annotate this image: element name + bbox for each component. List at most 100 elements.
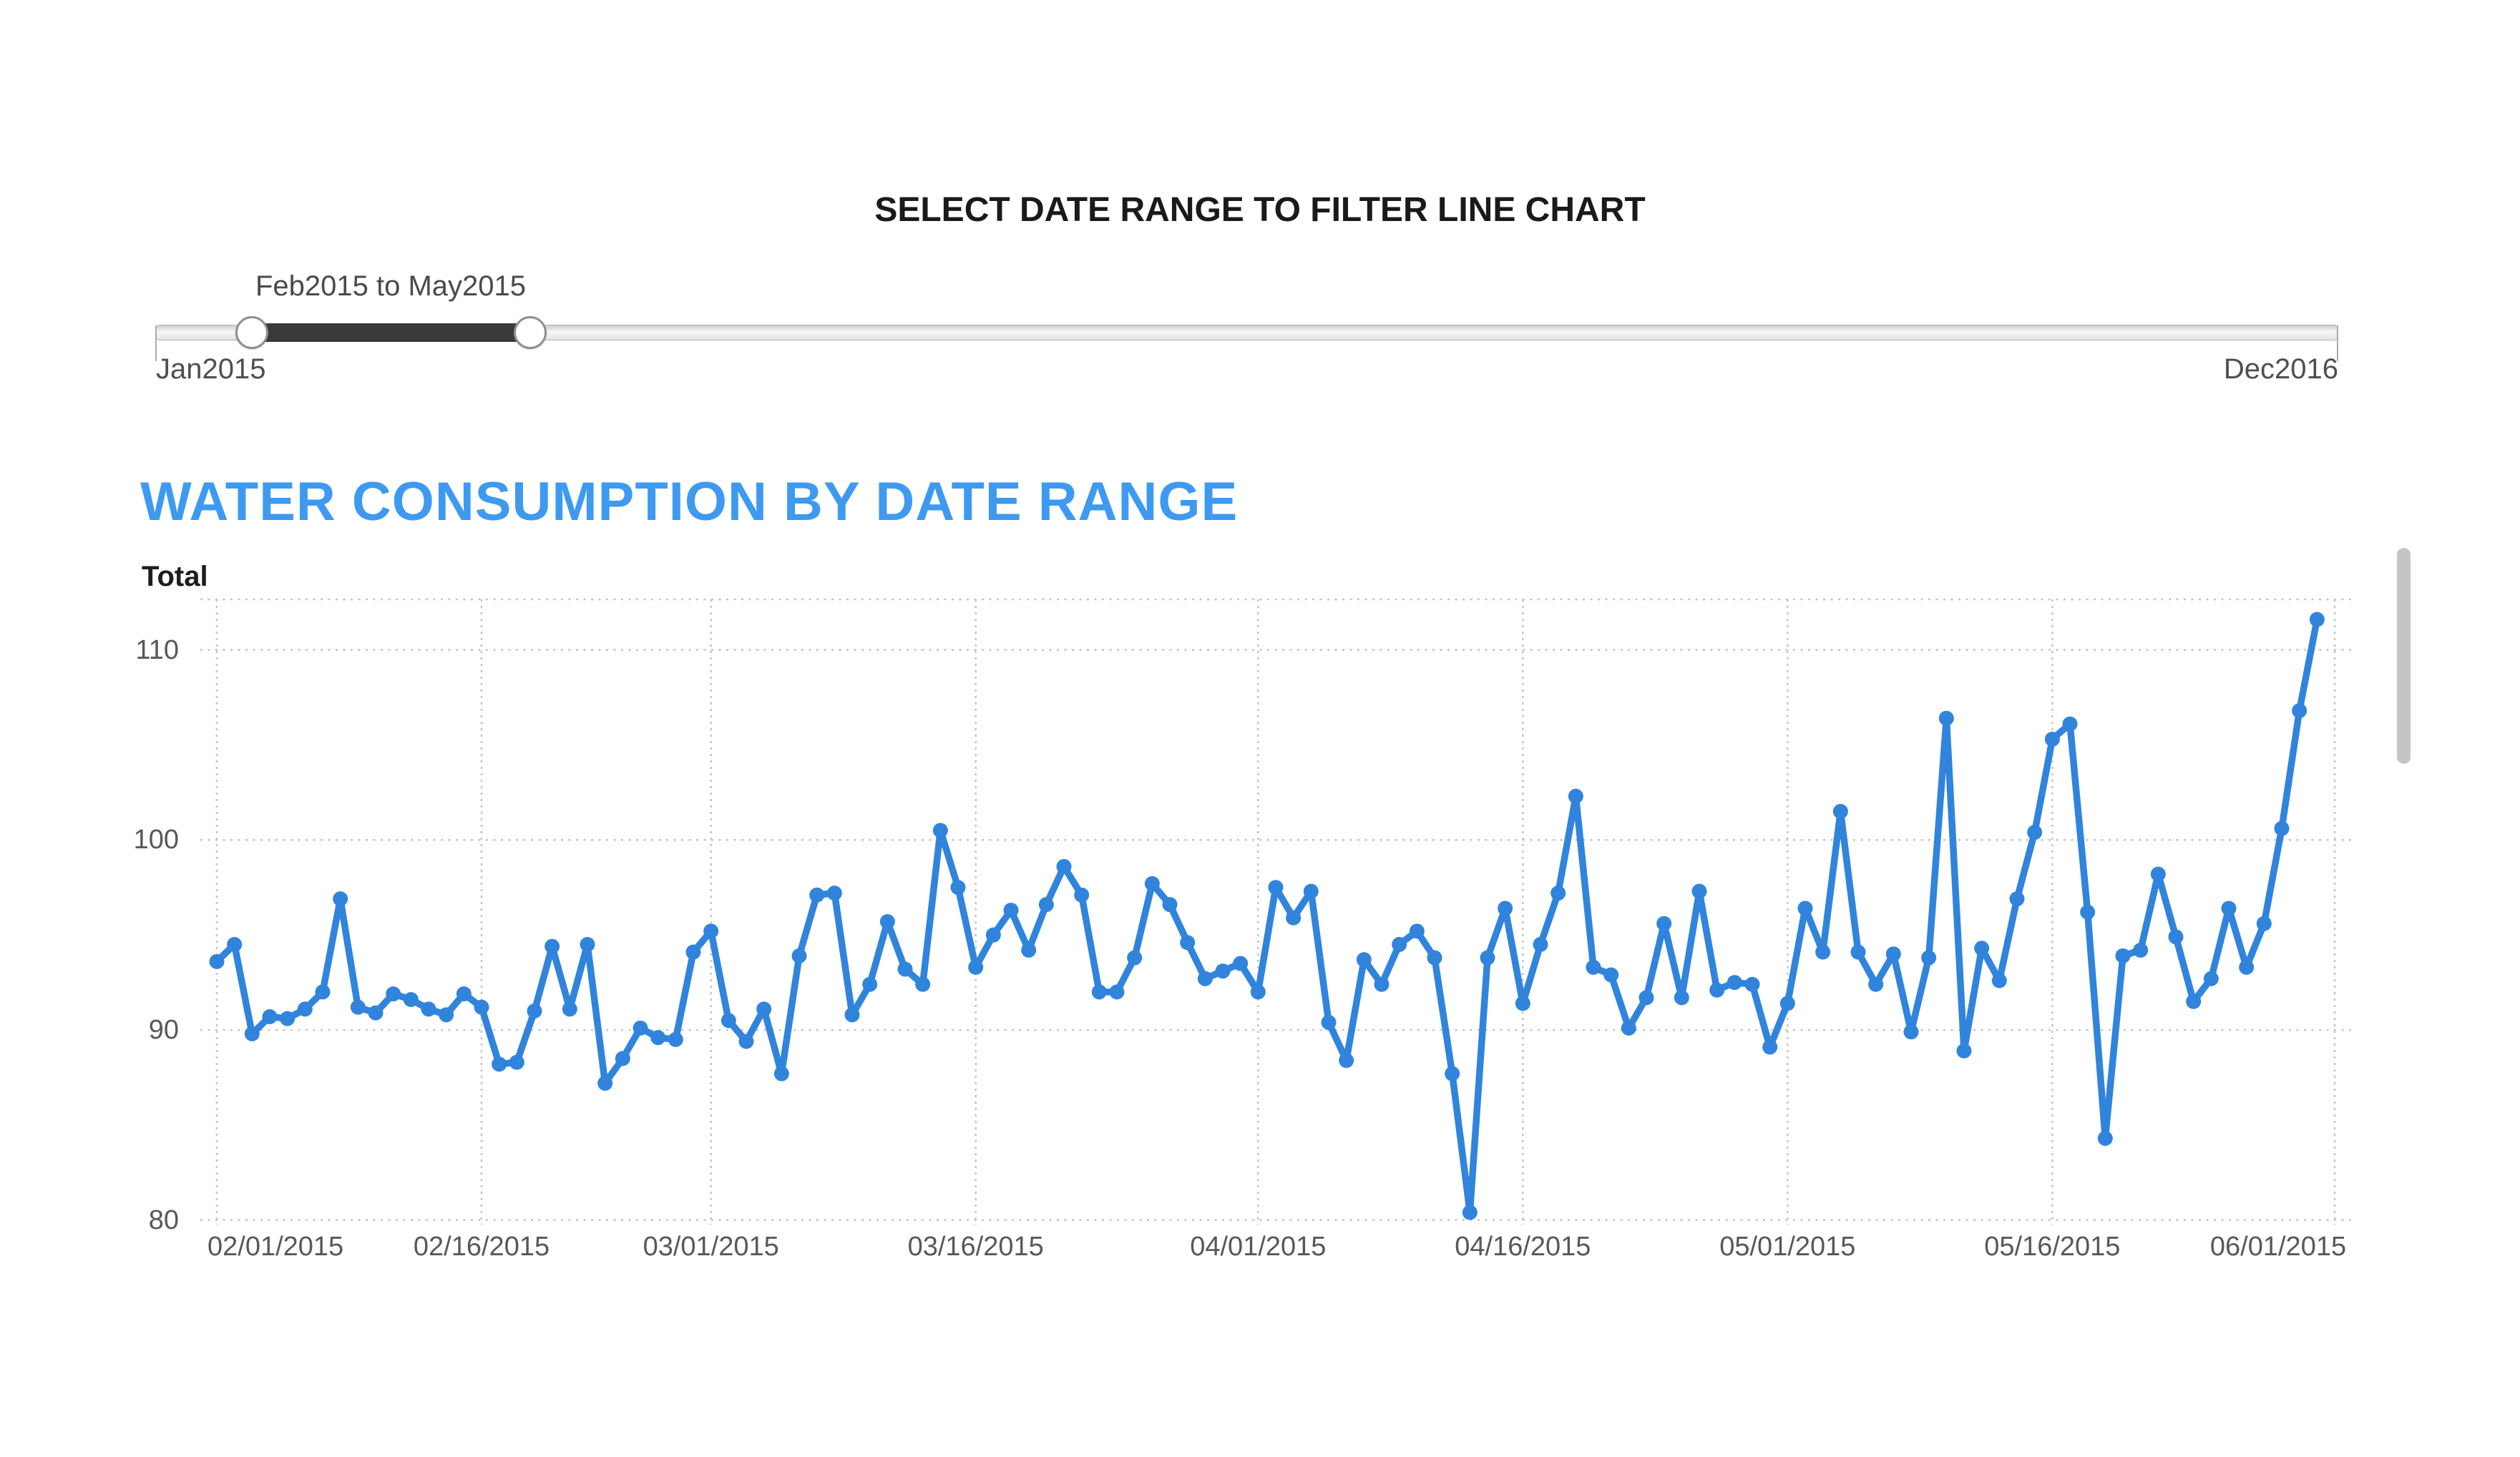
data-point[interactable] [1215, 963, 1231, 979]
data-point[interactable] [1938, 710, 1954, 726]
data-point[interactable] [1250, 984, 1266, 1000]
data-point[interactable] [1356, 952, 1372, 968]
data-point[interactable] [897, 961, 913, 977]
data-point[interactable] [492, 1056, 507, 1072]
data-point[interactable] [985, 927, 1001, 943]
data-point[interactable] [1832, 803, 1848, 819]
data-point[interactable] [650, 1030, 666, 1046]
data-point[interactable] [1709, 982, 1725, 998]
data-point[interactable] [756, 1001, 772, 1017]
data-point[interactable] [1815, 944, 1831, 960]
data-point[interactable] [2115, 948, 2131, 963]
data-point[interactable] [1127, 950, 1143, 966]
data-point[interactable] [1303, 883, 1319, 899]
data-point[interactable] [580, 936, 595, 952]
data-point[interactable] [2150, 866, 2166, 882]
data-point[interactable] [474, 999, 489, 1015]
data-point[interactable] [1409, 923, 1425, 939]
data-point[interactable] [1797, 901, 1813, 916]
data-point[interactable] [456, 986, 472, 1002]
data-point[interactable] [844, 1007, 860, 1023]
data-point[interactable] [809, 887, 825, 903]
data-point[interactable] [1921, 950, 1937, 966]
data-point[interactable] [1868, 976, 1884, 992]
data-point[interactable] [368, 1005, 384, 1021]
data-point[interactable] [2309, 612, 2325, 627]
data-point[interactable] [773, 1066, 789, 1081]
data-point[interactable] [1533, 936, 1548, 952]
data-point[interactable] [2027, 825, 2043, 840]
data-point[interactable] [2274, 820, 2290, 836]
data-point[interactable] [1674, 990, 1689, 1006]
data-point[interactable] [1445, 1066, 1460, 1081]
data-point[interactable] [597, 1075, 613, 1091]
data-point[interactable] [439, 1007, 454, 1023]
data-point[interactable] [738, 1034, 754, 1049]
data-point[interactable] [2080, 904, 2096, 920]
data-point[interactable] [1109, 984, 1125, 1000]
data-point[interactable] [791, 948, 807, 963]
data-point[interactable] [1515, 996, 1530, 1011]
data-point[interactable] [333, 891, 348, 907]
data-point[interactable] [703, 923, 719, 939]
data-point[interactable] [721, 1013, 736, 1029]
slider-handle-end[interactable] [514, 316, 547, 349]
data-point[interactable] [1392, 936, 1407, 952]
data-point[interactable] [1180, 935, 1196, 951]
data-point[interactable] [1779, 996, 1795, 1011]
data-point[interactable] [1074, 887, 1090, 903]
data-point[interactable] [1550, 886, 1566, 901]
data-point[interactable] [1233, 956, 1249, 971]
data-point[interactable] [1197, 971, 1213, 986]
slider-handle-start[interactable] [235, 316, 268, 349]
data-point[interactable] [1744, 976, 1760, 992]
slider-selected-range[interactable] [252, 323, 530, 342]
data-point[interactable] [509, 1054, 524, 1070]
data-point[interactable] [2186, 994, 2202, 1009]
data-point[interactable] [1762, 1039, 1778, 1055]
data-point[interactable] [544, 938, 560, 954]
data-point[interactable] [1480, 950, 1495, 966]
data-point[interactable] [1603, 967, 1619, 983]
data-point[interactable] [1462, 1205, 1478, 1220]
data-point[interactable] [1691, 883, 1707, 899]
data-point[interactable] [1991, 973, 2007, 988]
data-point[interactable] [1621, 1020, 1636, 1036]
data-point[interactable] [1056, 858, 1072, 874]
data-point[interactable] [1903, 1024, 1919, 1040]
data-point[interactable] [1885, 946, 1901, 962]
data-point[interactable] [1568, 788, 1583, 804]
data-point[interactable] [2292, 703, 2307, 719]
data-point[interactable] [209, 953, 225, 969]
data-point[interactable] [2133, 942, 2149, 958]
data-point[interactable] [1321, 1014, 1337, 1030]
data-point[interactable] [315, 984, 331, 1000]
data-point[interactable] [2221, 901, 2237, 916]
data-point[interactable] [968, 959, 984, 975]
data-point[interactable] [2009, 891, 2025, 907]
data-point[interactable] [615, 1051, 630, 1066]
data-point[interactable] [1038, 897, 1054, 913]
data-point[interactable] [350, 999, 366, 1015]
data-point[interactable] [2044, 731, 2060, 747]
data-point[interactable] [1003, 903, 1019, 918]
data-point[interactable] [280, 1011, 296, 1026]
data-point[interactable] [826, 886, 842, 901]
data-point[interactable] [1162, 897, 1178, 913]
data-point[interactable] [527, 1003, 542, 1019]
data-point[interactable] [2062, 716, 2078, 732]
data-point[interactable] [879, 914, 895, 930]
data-point[interactable] [562, 1001, 577, 1017]
data-point[interactable] [1021, 942, 1037, 958]
data-point[interactable] [403, 991, 419, 1007]
data-point[interactable] [1498, 901, 1513, 916]
data-point[interactable] [2168, 929, 2184, 945]
data-point[interactable] [1850, 944, 1866, 960]
data-point[interactable] [668, 1031, 683, 1047]
data-point[interactable] [1656, 916, 1672, 931]
data-point[interactable] [297, 1001, 313, 1017]
data-point[interactable] [1339, 1053, 1354, 1069]
data-point[interactable] [2097, 1130, 2113, 1146]
data-point[interactable] [915, 976, 931, 992]
data-point[interactable] [2203, 971, 2219, 986]
